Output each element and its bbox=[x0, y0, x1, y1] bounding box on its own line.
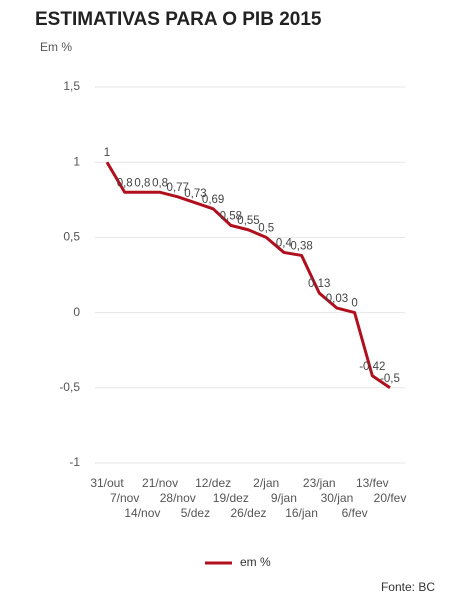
y-tick-label: 1,5 bbox=[63, 79, 80, 93]
y-tick-label: 0,5 bbox=[63, 230, 80, 244]
x-tick-label: 26/dez bbox=[230, 506, 266, 520]
data-label: 0,55 bbox=[237, 215, 259, 227]
chart-subtitle: Em % bbox=[40, 40, 72, 54]
x-tick-label: 9/jan bbox=[271, 491, 297, 505]
data-label: 0 bbox=[351, 298, 357, 310]
y-tick-label: 0 bbox=[73, 305, 80, 319]
y-tick-label: -1 bbox=[69, 455, 80, 469]
data-label: 0,03 bbox=[326, 293, 348, 305]
data-label: 1 bbox=[104, 147, 110, 159]
data-label: -0,42 bbox=[359, 361, 385, 373]
source: Fonte: BC bbox=[381, 580, 435, 594]
x-tick-label: 28/nov bbox=[160, 491, 196, 505]
x-tick-label: 30/jan bbox=[321, 491, 354, 505]
data-label: 0,4 bbox=[276, 237, 293, 249]
x-tick-label: 7/nov bbox=[110, 491, 139, 505]
data-label: 0,77 bbox=[167, 182, 189, 194]
x-tick-label: 5/dez bbox=[181, 506, 210, 520]
data-label: 0,69 bbox=[202, 194, 224, 206]
x-tick-label: 31/out bbox=[90, 476, 124, 490]
y-tick-label: -0,5 bbox=[59, 380, 80, 394]
x-tick-label: 12/dez bbox=[195, 476, 231, 490]
data-label: 0,5 bbox=[258, 222, 274, 234]
y-tick-label: 1 bbox=[73, 154, 80, 168]
data-label: -0,5 bbox=[380, 373, 400, 385]
data-label: 0,38 bbox=[290, 240, 312, 252]
x-tick-label: 20/fev bbox=[374, 491, 407, 505]
x-tick-label: 6/fev bbox=[342, 506, 368, 520]
data-label: 0,8 bbox=[152, 177, 168, 189]
x-tick-label: 2/jan bbox=[253, 476, 279, 490]
data-label: 0,13 bbox=[308, 278, 330, 290]
x-tick-label: 16/jan bbox=[285, 506, 318, 520]
chart-title: ESTIMATIVAS PARA O PIB 2015 bbox=[35, 9, 322, 30]
data-label: 0,58 bbox=[220, 210, 242, 222]
data-line bbox=[105, 161, 391, 390]
data-label: 0,8 bbox=[134, 177, 150, 189]
x-tick-label: 23/jan bbox=[303, 476, 336, 490]
x-tick-label: 21/nov bbox=[142, 476, 178, 490]
x-tick-label: 19/dez bbox=[213, 491, 249, 505]
x-tick-label: 13/fev bbox=[356, 476, 389, 490]
x-tick-label: 14/nov bbox=[124, 506, 160, 520]
legend-label: em % bbox=[240, 555, 271, 569]
data-label: 0,8 bbox=[117, 177, 133, 189]
data-label: 0,73 bbox=[184, 188, 206, 200]
